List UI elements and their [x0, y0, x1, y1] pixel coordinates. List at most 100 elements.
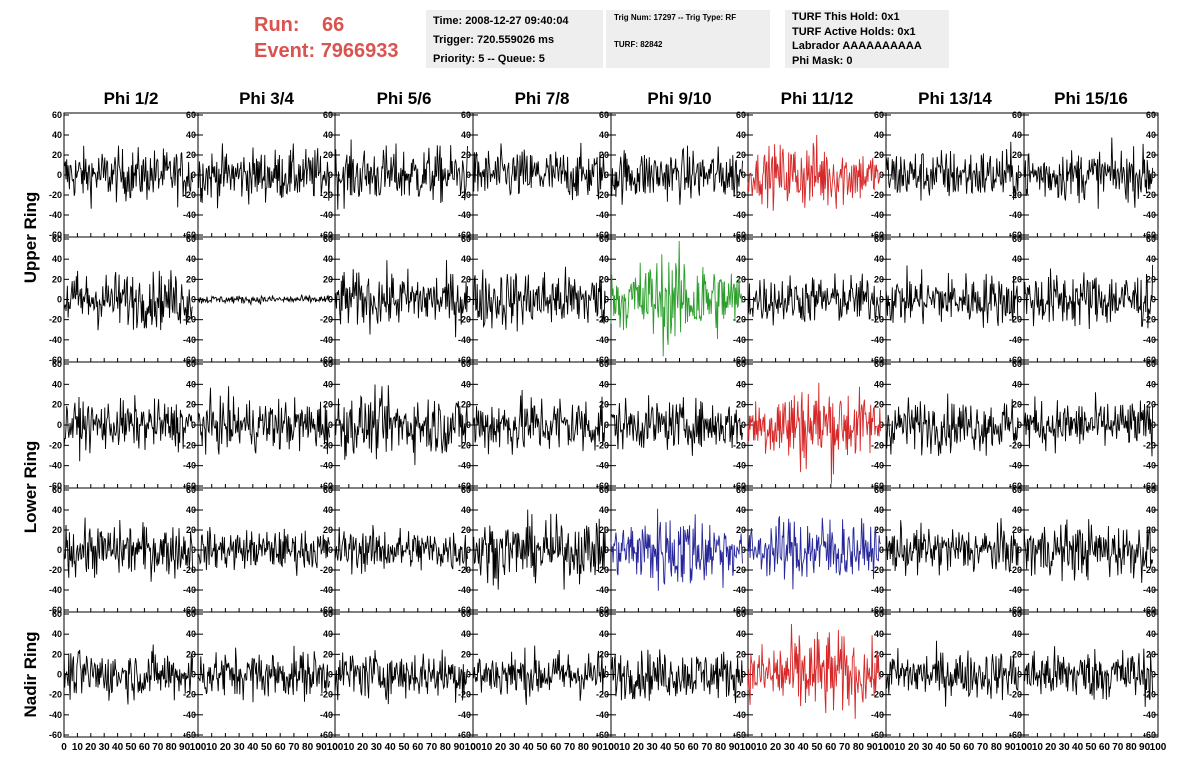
x-tick-label: 60	[1099, 742, 1111, 753]
y-tick-label: 60	[736, 359, 746, 369]
y-tick-label: 60	[736, 485, 746, 495]
y-tick-label: 40	[52, 629, 62, 639]
y-tick-label: 40	[1012, 254, 1022, 264]
waveform-trace	[197, 386, 330, 455]
y-tick-label: 0	[879, 420, 884, 430]
x-tick-label: 50	[125, 742, 137, 753]
column-title: Phi 3/4	[239, 89, 294, 108]
waveform-trace	[334, 649, 468, 705]
y-tick-label: 40	[1012, 130, 1022, 140]
y-tick-label: 40	[186, 505, 196, 515]
y-tick-label: 40	[874, 629, 884, 639]
x-tick-label: 10	[206, 742, 218, 753]
y-tick-label: -20	[1143, 190, 1156, 200]
y-tick-label: -20	[49, 315, 62, 325]
y-tick-label: -40	[1143, 585, 1156, 595]
y-tick-label: -40	[49, 335, 62, 345]
y-tick-label: -60	[733, 605, 746, 615]
y-tick-label: 40	[599, 505, 609, 515]
y-tick-label: -20	[596, 565, 609, 575]
y-tick-label: -60	[1143, 355, 1156, 365]
waveform-trace	[63, 395, 194, 462]
y-tick-label: 0	[466, 170, 471, 180]
y-tick-label: -60	[733, 730, 746, 740]
y-tick-label: -40	[320, 585, 333, 595]
x-tick-label: 20	[633, 742, 645, 753]
y-tick-label: 60	[1146, 485, 1156, 495]
labrador-text: Labrador AAAAAAAAAA	[792, 40, 922, 52]
y-tick-label: 40	[1146, 629, 1156, 639]
y-tick-label: 0	[57, 170, 62, 180]
y-tick-label: -20	[183, 190, 196, 200]
x-tick-label: 80	[715, 742, 727, 753]
waveform-trace	[472, 142, 606, 201]
x-tick-label: 50	[536, 742, 548, 753]
run-label: Run:	[254, 14, 300, 36]
y-tick-label: -60	[733, 230, 746, 240]
x-tick-label: 40	[660, 742, 672, 753]
y-tick-label: -60	[1009, 605, 1022, 615]
y-tick-label: -40	[458, 335, 471, 345]
y-tick-label: 20	[736, 525, 746, 535]
y-tick-label: 40	[323, 629, 333, 639]
y-tick-label: 20	[874, 274, 884, 284]
x-tick-label: 90	[316, 742, 328, 753]
y-tick-label: -60	[458, 481, 471, 491]
y-tick-label: 0	[604, 670, 609, 680]
turf-status-panel: TURF This Hold: 0x1 TURF Active Holds: 0…	[785, 10, 949, 68]
x-tick-label: 80	[853, 742, 865, 753]
column-title: Phi 9/10	[647, 89, 711, 108]
waveform-trace	[1023, 137, 1154, 209]
x-tick-label: 50	[811, 742, 823, 753]
waveform-trace	[472, 645, 606, 705]
x-tick-label: 20	[85, 742, 97, 753]
y-tick-label: -20	[733, 440, 746, 450]
waveform-trace	[747, 273, 881, 326]
y-tick-label: 40	[323, 254, 333, 264]
y-tick-label: -40	[320, 710, 333, 720]
column-title: Phi 1/2	[104, 89, 159, 108]
y-tick-label: -60	[871, 481, 884, 491]
y-tick-label: 60	[599, 609, 609, 619]
x-tick-label: 50	[398, 742, 410, 753]
column-title: Phi 5/6	[377, 89, 432, 108]
x-tick-label: 30	[234, 742, 246, 753]
y-tick-label: 60	[599, 234, 609, 244]
x-tick-label: 100	[1016, 742, 1033, 753]
y-tick-label: 40	[736, 379, 746, 389]
y-tick-label: -20	[1143, 315, 1156, 325]
y-tick-label: 60	[874, 609, 884, 619]
x-tick-label: 70	[564, 742, 576, 753]
x-tick-label: 10	[756, 742, 768, 753]
y-tick-label: -40	[733, 335, 746, 345]
row-group-label: Lower Ring	[21, 441, 40, 534]
x-tick-label: 90	[179, 742, 191, 753]
x-tick-label: 60	[275, 742, 287, 753]
y-tick-label: 20	[1146, 525, 1156, 535]
y-tick-label: -20	[320, 315, 333, 325]
y-tick-label: 20	[1146, 274, 1156, 284]
x-tick-label: 100	[465, 742, 482, 753]
y-tick-label: 60	[599, 110, 609, 120]
x-tick-label: 70	[1112, 742, 1124, 753]
x-tick-label: 90	[729, 742, 741, 753]
x-tick-label: 100	[740, 742, 757, 753]
y-tick-label: -20	[49, 440, 62, 450]
y-tick-label: -60	[49, 605, 62, 615]
x-tick-label: 80	[1126, 742, 1138, 753]
y-tick-label: -40	[1009, 461, 1022, 471]
y-tick-label: 20	[52, 150, 62, 160]
y-tick-label: 40	[874, 505, 884, 515]
y-tick-label: -60	[596, 481, 609, 491]
x-tick-label: 20	[357, 742, 369, 753]
waveform-trace	[472, 509, 606, 590]
y-tick-label: -20	[1143, 565, 1156, 575]
x-tick-label: 40	[798, 742, 810, 753]
y-tick-label: 0	[1017, 670, 1022, 680]
y-tick-label: -20	[733, 190, 746, 200]
row-group-label: Upper Ring	[21, 192, 40, 284]
y-tick-label: 0	[741, 670, 746, 680]
x-tick-label: 90	[1005, 742, 1017, 753]
column-title: Phi 15/16	[1054, 89, 1128, 108]
x-tick-label: 90	[867, 742, 879, 753]
